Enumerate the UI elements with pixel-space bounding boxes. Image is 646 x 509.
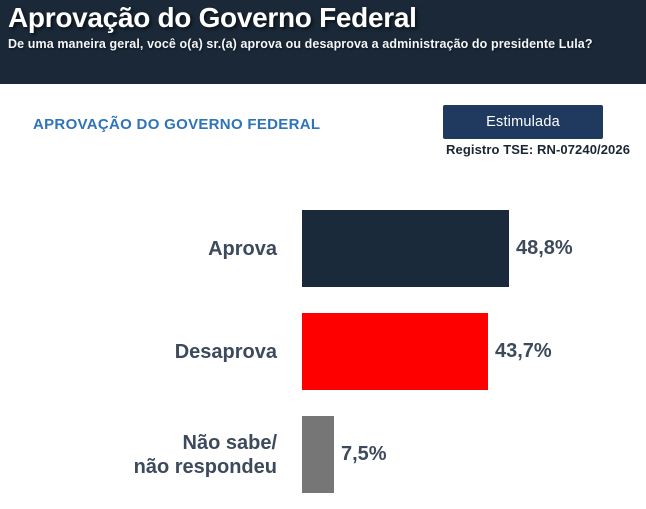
chart-row-desaprova: Desaprova 43,7% xyxy=(0,313,646,390)
row-label-nao-sabe: Não sabe/não respondeu xyxy=(133,431,277,478)
value-label-aprova: 48,8% xyxy=(516,237,573,259)
approval-bar-chart: Aprova 48,8% Desaprova 43,7% Não sabe/não re… xyxy=(0,210,646,493)
row-label-aprova: Aprova xyxy=(208,237,277,260)
chart-row-nao-sabe: Não sabe/não respondeu 7,5% xyxy=(0,416,646,493)
tse-registry-label: Registro TSE: RN-07240/2026 xyxy=(446,142,631,157)
bar-aprova xyxy=(302,210,509,287)
bar-nao-sabe xyxy=(302,416,334,493)
value-label-nao-sabe: 7,5% xyxy=(341,443,387,465)
page-title: Aprovação do Governo Federal xyxy=(8,2,417,33)
header-band: Aprovação do Governo Federal De uma mane… xyxy=(0,0,646,84)
page-subtitle: De uma maneira geral, você o(a) sr.(a) a… xyxy=(8,37,593,52)
bar-desaprova xyxy=(302,313,488,390)
section-heading: APROVAÇÃO DO GOVERNO FEDERAL xyxy=(33,116,321,133)
value-label-desaprova: 43,7% xyxy=(495,340,552,362)
row-label-desaprova: Desaprova xyxy=(174,340,277,363)
estimulada-badge-label: Estimulada xyxy=(486,114,560,130)
chart-row-aprova: Aprova 48,8% xyxy=(0,210,646,287)
estimulada-badge[interactable]: Estimulada xyxy=(443,105,603,139)
